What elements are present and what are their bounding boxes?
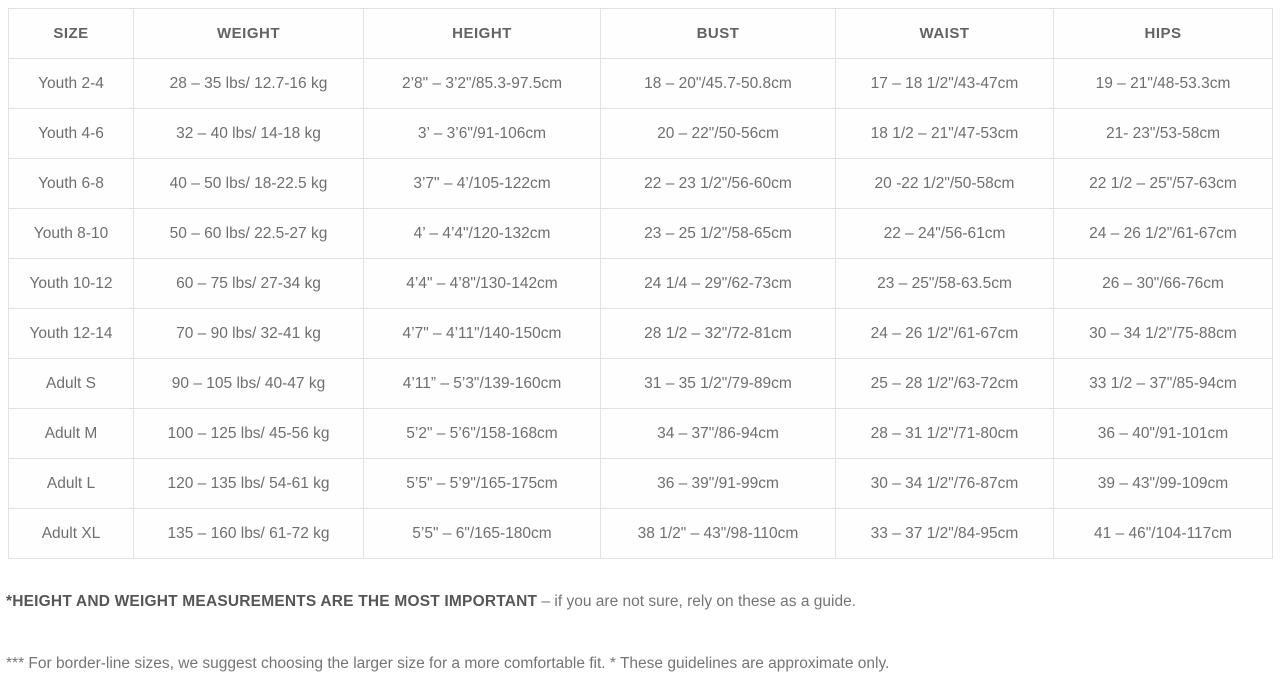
weight-cell: 100 – 125 lbs/ 45-56 kg — [133, 408, 364, 459]
column-header-hips: HIPS — [1053, 8, 1273, 59]
column-header-bust: BUST — [600, 8, 836, 59]
waist-cell: 18 1/2 – 21"/47-53cm — [835, 108, 1054, 159]
size-cell: Youth 4-6 — [8, 108, 134, 159]
size-cell: Adult S — [8, 358, 134, 409]
weight-cell: 32 – 40 lbs/ 14-18 kg — [133, 108, 364, 159]
weight-cell: 135 – 160 lbs/ 61-72 kg — [133, 508, 364, 559]
column-header-weight: WEIGHT — [133, 8, 364, 59]
bust-cell: 31 – 35 1/2"/79-89cm — [600, 358, 836, 409]
table-row: Adult S 90 – 105 lbs/ 40-47 kg 4’11” – 5… — [8, 358, 1273, 409]
weight-cell: 50 – 60 lbs/ 22.5-27 kg — [133, 208, 364, 259]
hips-cell: 36 – 40"/91-101cm — [1053, 408, 1273, 459]
table-row: Adult L 120 – 135 lbs/ 54-61 kg 5’5" – 5… — [8, 458, 1273, 509]
weight-cell: 120 – 135 lbs/ 54-61 kg — [133, 458, 364, 509]
column-header-height: HEIGHT — [363, 8, 601, 59]
height-cell: 4’ – 4’4"/120-132cm — [363, 208, 601, 259]
column-header-waist: WAIST — [835, 8, 1054, 59]
size-cell: Youth 10-12 — [8, 258, 134, 309]
waist-cell: 24 – 26 1/2"/61-67cm — [835, 308, 1054, 359]
height-cell: 3’ – 3’6"/91-106cm — [363, 108, 601, 159]
bust-cell: 18 – 20"/45.7-50.8cm — [600, 58, 836, 109]
hips-cell: 41 – 46"/104-117cm — [1053, 508, 1273, 559]
hips-cell: 22 1/2 – 25"/57-63cm — [1053, 158, 1273, 209]
footnotes: *HEIGHT AND WEIGHT MEASUREMENTS ARE THE … — [0, 593, 1280, 673]
size-cell: Youth 8-10 — [8, 208, 134, 259]
footnote-measurements-rest: – if you are not sure, rely on these as … — [537, 593, 857, 610]
waist-cell: 25 – 28 1/2"/63-72cm — [835, 358, 1054, 409]
bust-cell: 22 – 23 1/2"/56-60cm — [600, 158, 836, 209]
waist-cell: 23 – 25"/58-63.5cm — [835, 258, 1054, 309]
waist-cell: 22 – 24"/56-61cm — [835, 208, 1054, 259]
table-row: Adult XL 135 – 160 lbs/ 61-72 kg 5’5" – … — [8, 508, 1273, 559]
bust-cell: 20 – 22"/50-56cm — [600, 108, 836, 159]
hips-cell: 21- 23"/53-58cm — [1053, 108, 1273, 159]
size-cell: Youth 6-8 — [8, 158, 134, 209]
bust-cell: 23 – 25 1/2"/58-65cm — [600, 208, 836, 259]
height-cell: 4’11” – 5’3"/139-160cm — [363, 358, 601, 409]
table-row: Youth 6-8 40 – 50 lbs/ 18-22.5 kg 3’7" –… — [8, 158, 1273, 209]
height-cell: 2’8" – 3’2"/85.3-97.5cm — [363, 58, 601, 109]
size-cell: Adult XL — [8, 508, 134, 559]
waist-cell: 30 – 34 1/2"/76-87cm — [835, 458, 1054, 509]
bust-cell: 38 1/2" – 43"/98-110cm — [600, 508, 836, 559]
header-row: SIZE WEIGHT HEIGHT BUST WAIST HIPS — [8, 8, 1273, 59]
column-header-size: SIZE — [8, 8, 134, 59]
footnote-measurements: *HEIGHT AND WEIGHT MEASUREMENTS ARE THE … — [6, 593, 1280, 611]
weight-cell: 28 – 35 lbs/ 12.7-16 kg — [133, 58, 364, 109]
waist-cell: 20 -22 1/2"/50-58cm — [835, 158, 1054, 209]
height-cell: 4’7" – 4’11"/140-150cm — [363, 308, 601, 359]
bust-cell: 34 – 37"/86-94cm — [600, 408, 836, 459]
size-chart-table: SIZE WEIGHT HEIGHT BUST WAIST HIPS Youth… — [8, 8, 1273, 559]
table-row: Youth 12-14 70 – 90 lbs/ 32-41 kg 4’7" –… — [8, 308, 1273, 359]
table-row: Youth 8-10 50 – 60 lbs/ 22.5-27 kg 4’ – … — [8, 208, 1273, 259]
bust-cell: 28 1/2 – 32"/72-81cm — [600, 308, 836, 359]
table-row: Youth 4-6 32 – 40 lbs/ 14-18 kg 3’ – 3’6… — [8, 108, 1273, 159]
hips-cell: 24 – 26 1/2"/61-67cm — [1053, 208, 1273, 259]
table-row: Youth 10-12 60 – 75 lbs/ 27-34 kg 4’4" –… — [8, 258, 1273, 309]
hips-cell: 30 – 34 1/2"/75-88cm — [1053, 308, 1273, 359]
bust-cell: 24 1/4 – 29"/62-73cm — [600, 258, 836, 309]
table-row: Adult M 100 – 125 lbs/ 45-56 kg 5’2" – 5… — [8, 408, 1273, 459]
waist-cell: 33 – 37 1/2"/84-95cm — [835, 508, 1054, 559]
footnote-borderline: *** For border-line sizes, we suggest ch… — [6, 655, 890, 672]
height-cell: 5’5" – 5’9"/165-175cm — [363, 458, 601, 509]
hips-cell: 26 – 30"/66-76cm — [1053, 258, 1273, 309]
height-cell: 5’2" – 5’6"/158-168cm — [363, 408, 601, 459]
weight-cell: 70 – 90 lbs/ 32-41 kg — [133, 308, 364, 359]
size-cell: Youth 12-14 — [8, 308, 134, 359]
size-cell: Youth 2-4 — [8, 58, 134, 109]
height-cell: 4’4" – 4’8"/130-142cm — [363, 258, 601, 309]
height-cell: 3’7" – 4’/105-122cm — [363, 158, 601, 209]
footnote-measurements-bold: *HEIGHT AND WEIGHT MEASUREMENTS ARE THE … — [6, 593, 538, 610]
hips-cell: 19 – 21"/48-53.3cm — [1053, 58, 1273, 109]
size-cell: Adult M — [8, 408, 134, 459]
size-cell: Adult L — [8, 458, 134, 509]
bust-cell: 36 – 39"/91-99cm — [600, 458, 836, 509]
waist-cell: 17 – 18 1/2"/43-47cm — [835, 58, 1054, 109]
hips-cell: 33 1/2 – 37"/85-94cm — [1053, 358, 1273, 409]
table-row: Youth 2-4 28 – 35 lbs/ 12.7-16 kg 2’8" –… — [8, 58, 1273, 109]
waist-cell: 28 – 31 1/2"/71-80cm — [835, 408, 1054, 459]
hips-cell: 39 – 43"/99-109cm — [1053, 458, 1273, 509]
weight-cell: 40 – 50 lbs/ 18-22.5 kg — [133, 158, 364, 209]
size-chart-section: SIZE WEIGHT HEIGHT BUST WAIST HIPS Youth… — [8, 8, 1273, 559]
weight-cell: 60 – 75 lbs/ 27-34 kg — [133, 258, 364, 309]
weight-cell: 90 – 105 lbs/ 40-47 kg — [133, 358, 364, 409]
height-cell: 5’5" – 6"/165-180cm — [363, 508, 601, 559]
